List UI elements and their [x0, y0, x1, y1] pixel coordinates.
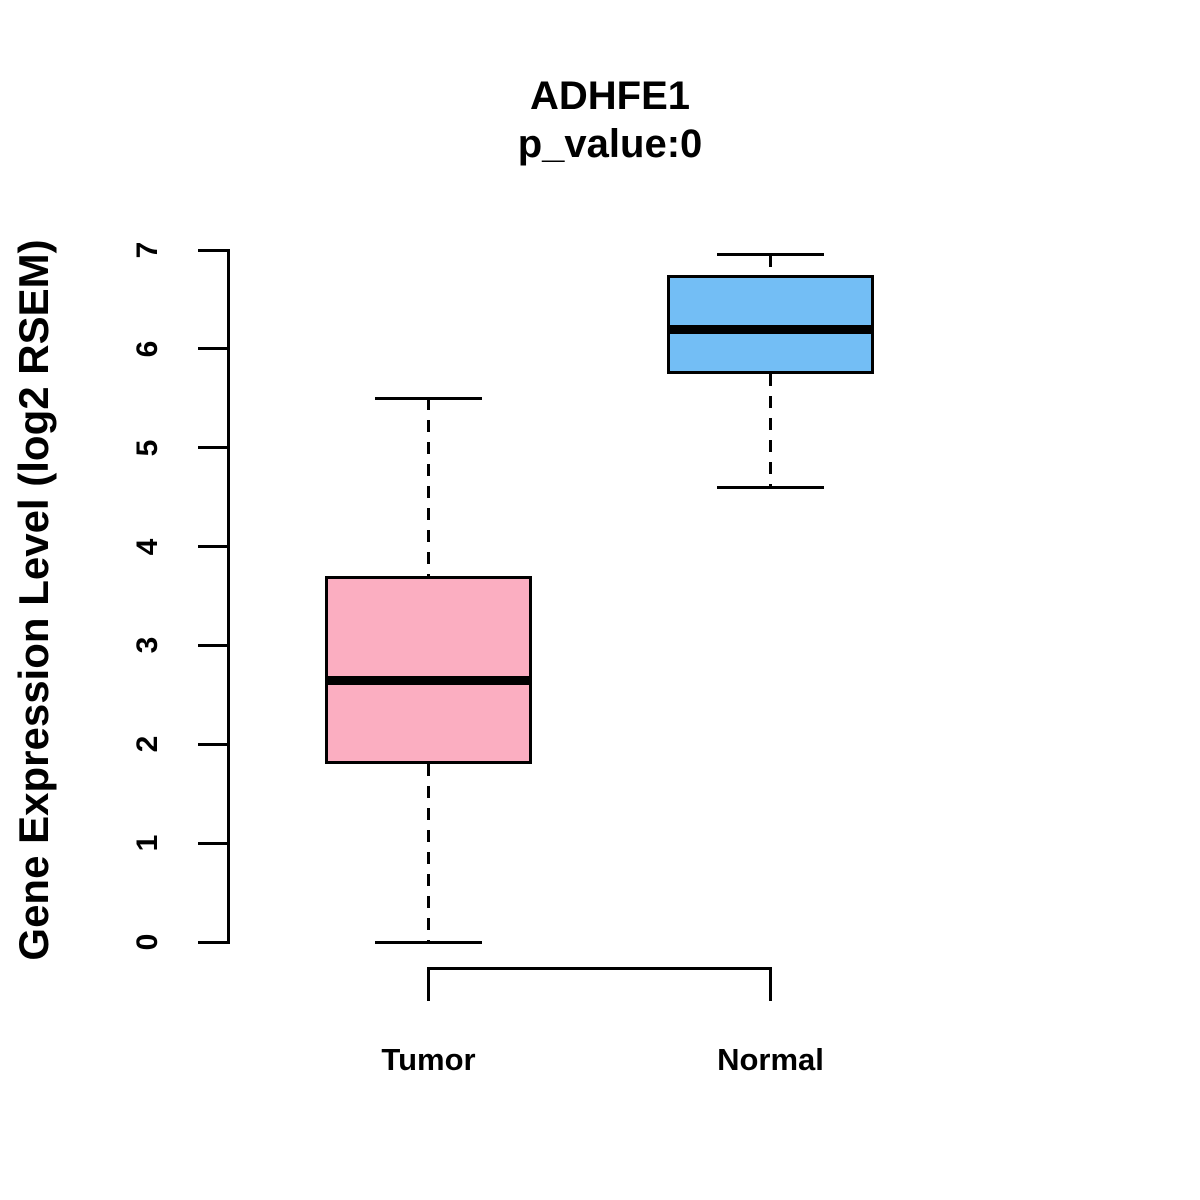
- x-axis-tick-tumor: [427, 966, 430, 1001]
- tumor-box: [325, 576, 532, 765]
- y-axis-label: Gene Expression Level (log2 RSEM): [10, 239, 57, 961]
- y-axis-tick: [198, 643, 230, 647]
- x-axis-tick-normal: [769, 966, 772, 1001]
- y-axis-tick-label: 0: [131, 933, 164, 951]
- normal-upper-whisker: [769, 254, 772, 275]
- normal-lower-whisker-cap: [717, 485, 824, 489]
- y-axis-tick-label: 2: [131, 735, 164, 753]
- chart-title: ADHFE1: [529, 74, 691, 118]
- normal-upper-whisker-cap: [717, 253, 824, 257]
- x-axis-line: [427, 966, 772, 970]
- normal-box: [667, 274, 874, 374]
- tumor-upper-whisker: [427, 398, 430, 577]
- y-axis-tick: [198, 545, 230, 549]
- y-axis-tick: [198, 742, 230, 746]
- y-axis-tick-label: 7: [131, 241, 164, 259]
- tumor-median-line: [325, 675, 532, 685]
- y-axis-line: [227, 248, 230, 944]
- normal-lower-whisker: [769, 373, 772, 488]
- chart-subtitle: p_value:0: [517, 122, 703, 166]
- y-axis-tick: [198, 347, 230, 351]
- y-axis-tick-label: 6: [131, 340, 164, 358]
- y-axis-tick: [198, 841, 230, 845]
- tumor-upper-whisker-cap: [375, 396, 482, 400]
- y-axis-tick-label: 4: [131, 538, 164, 555]
- y-axis-tick: [198, 446, 230, 450]
- y-axis-tick: [198, 248, 230, 252]
- x-category-label-tumor: Tumor: [381, 1042, 476, 1077]
- normal-median-line: [667, 324, 874, 334]
- y-axis-tick-label: 3: [131, 637, 164, 654]
- y-axis-tick-label: 5: [131, 439, 164, 457]
- x-category-label-normal: Normal: [717, 1042, 824, 1077]
- y-axis-tick: [198, 940, 230, 944]
- tumor-lower-whisker: [427, 764, 430, 942]
- tumor-lower-whisker-cap: [375, 940, 482, 944]
- y-axis-tick-label: 1: [131, 834, 164, 852]
